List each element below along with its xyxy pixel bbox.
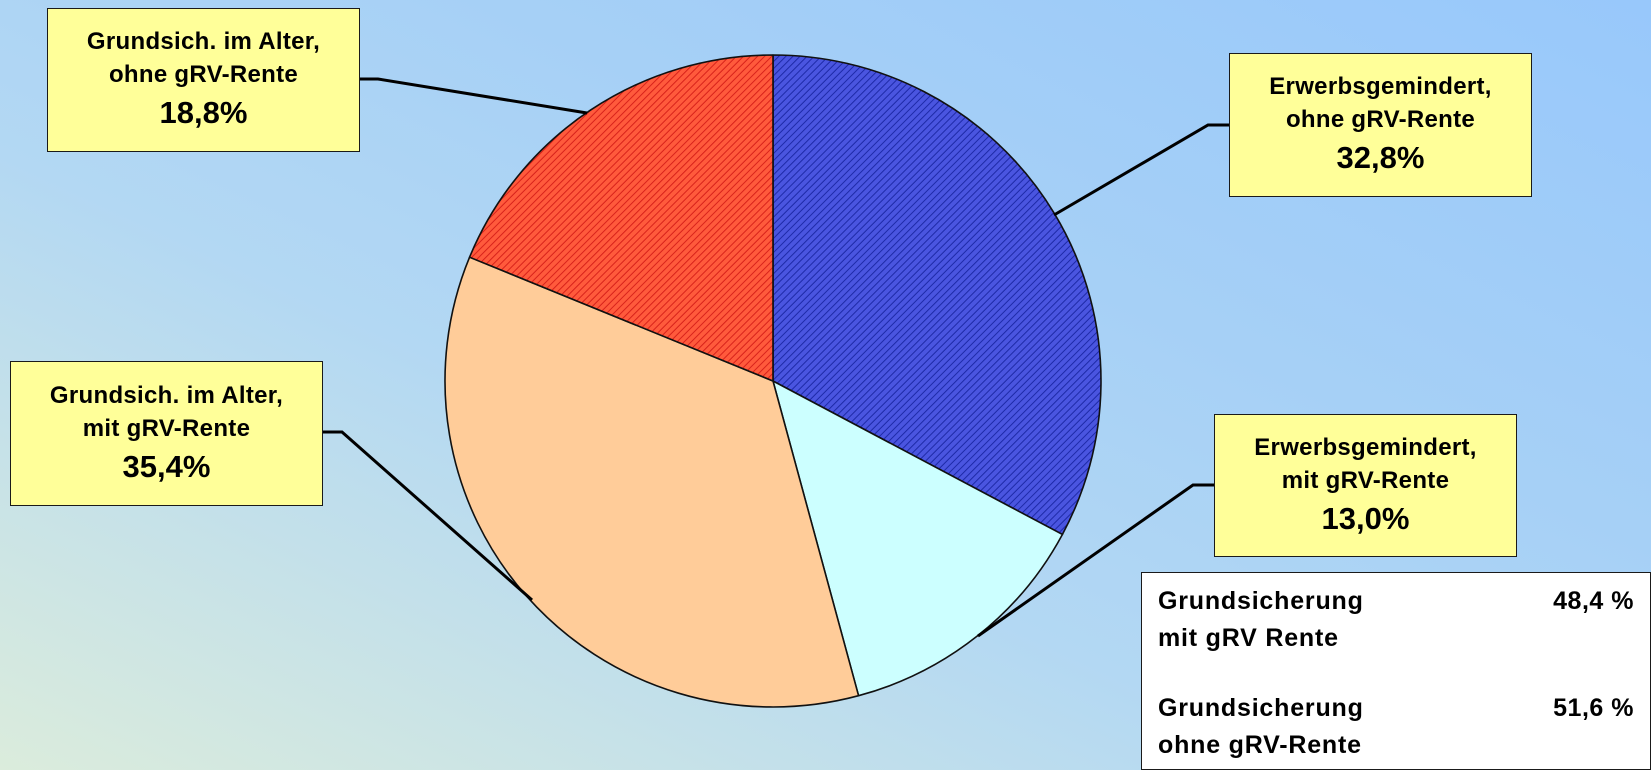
data-label-value: 35,4% [122,448,211,484]
summary-row1-value: 48,4 % [1553,587,1634,615]
summary-row2-value: 51,6 % [1553,694,1634,722]
pie-slice-alter-ohne [468,54,774,382]
data-label-line2: mit gRV-Rente [1281,466,1450,494]
summary-row1-label-line1: Grundsicherung [1158,587,1364,615]
data-label-line1: Erwerbsgemindert, [1254,433,1477,461]
data-label-value: 18,8% [159,95,248,130]
summary-row2-label-line2: ohne gRV-Rente [1158,731,1362,759]
leader-line-alter-ohne [360,77,588,115]
data-label-line2: mit gRV-Rente [82,414,251,442]
leader-line-alter-mit [322,430,533,602]
data-label-line1: Erwerbsgemindert, [1269,73,1492,100]
summary-row2-label-line1: Grundsicherung [1158,694,1364,722]
pie-slice-erwerbs-mit [772,380,1064,697]
data-label-value: 32,8% [1336,140,1425,175]
data-label-line2: ohne gRV-Rente [108,61,299,88]
data-label-alter-ohne: Grundsich. im Alter, ohne gRV-Rente 18,8… [47,8,360,152]
data-label-line2: ohne gRV-Rente [1285,106,1476,133]
data-label-alter-mit: Grundsich. im Alter, mit gRV-Rente 35,4% [10,361,323,506]
summary-box: Grundsicherung mit gRV Rente 48,4 % Grun… [1141,572,1651,770]
data-label-line1: Grundsich. im Alter, [49,381,284,409]
data-label-erwerbs-ohne: Erwerbsgemindert, ohne gRV-Rente 32,8% [1229,53,1532,197]
data-label-line1: Grundsich. im Alter, [86,28,321,55]
data-label-value: 13,0% [1321,500,1410,536]
leader-line-erwerbs-ohne [1053,123,1230,217]
data-label-erwerbs-mit: Erwerbsgemindert, mit gRV-Rente 13,0% [1214,414,1517,557]
summary-row1-label-line2: mit gRV Rente [1158,624,1339,652]
leader-line-erwerbs-mit [977,483,1216,638]
